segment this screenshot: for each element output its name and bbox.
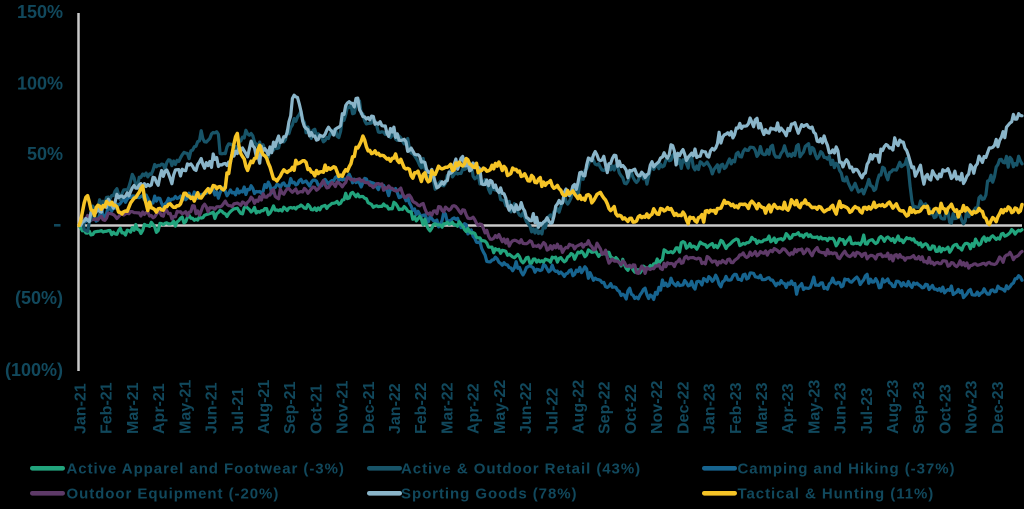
svg-text:Jun-23: Jun-23 [833,382,850,434]
svg-text:100%: 100% [17,74,63,94]
svg-text:Nov-21: Nov-21 [335,381,352,434]
svg-text:Jan-23: Jan-23 [702,383,719,434]
svg-text:Oct-22: Oct-22 [623,384,640,434]
svg-text:Aug-23: Aug-23 [885,380,902,434]
svg-text:Sep-23: Sep-23 [911,381,928,434]
svg-text:Nov-23: Nov-23 [964,381,981,434]
svg-text:50%: 50% [27,144,63,164]
svg-text:May-22: May-22 [492,380,509,434]
svg-text:Camping and Hiking (-37%): Camping and Hiking (-37%) [738,460,956,477]
svg-text:Feb-23: Feb-23 [728,382,745,434]
svg-text:Aug-22: Aug-22 [571,380,588,434]
svg-text:Outdoor Equipment (-20%): Outdoor Equipment (-20%) [67,485,280,502]
svg-text:Mar-22: Mar-22 [439,382,456,434]
svg-text:Sporting Goods (78%): Sporting Goods (78%) [401,485,578,502]
svg-text:Mar-23: Mar-23 [754,382,771,434]
svg-text:Feb-22: Feb-22 [413,382,430,434]
svg-text:Active & Outdoor Retail (43%): Active & Outdoor Retail (43%) [401,460,641,477]
svg-text:150%: 150% [17,2,63,22]
svg-text:Oct-21: Oct-21 [308,384,325,434]
svg-text:Oct-23: Oct-23 [937,384,954,434]
svg-text:Dec-22: Dec-22 [675,381,692,434]
svg-text:Sep-21: Sep-21 [282,381,299,434]
svg-text:Mar-21: Mar-21 [125,382,142,434]
svg-text:Apr-21: Apr-21 [151,383,168,434]
svg-text:Aug-21: Aug-21 [256,380,273,434]
svg-text:Jan-21: Jan-21 [73,383,90,434]
svg-text:Jun-21: Jun-21 [204,382,221,434]
svg-text:Sep-22: Sep-22 [597,381,614,434]
svg-text:Active Apparel and Footwear (-: Active Apparel and Footwear (-3%) [67,460,345,477]
svg-text:Jul-23: Jul-23 [859,388,876,434]
svg-text:Jan-22: Jan-22 [387,383,404,434]
svg-text:Apr-23: Apr-23 [780,383,797,434]
svg-text:(100%): (100%) [5,360,63,380]
svg-text:Feb-21: Feb-21 [99,382,116,434]
svg-text:Dec-21: Dec-21 [361,381,378,434]
svg-text:Jun-22: Jun-22 [518,382,535,434]
svg-text:Jul-22: Jul-22 [544,388,561,434]
svg-text:Tactical & Hunting (11%): Tactical & Hunting (11%) [738,485,935,502]
svg-text:Dec-23: Dec-23 [990,381,1007,434]
svg-text:Apr-22: Apr-22 [466,383,483,434]
svg-text:May-23: May-23 [806,380,823,434]
svg-text:Nov-22: Nov-22 [649,381,666,434]
svg-text:(50%): (50%) [15,288,63,308]
svg-text:Jul-21: Jul-21 [230,388,247,434]
svg-text:May-21: May-21 [177,380,194,434]
